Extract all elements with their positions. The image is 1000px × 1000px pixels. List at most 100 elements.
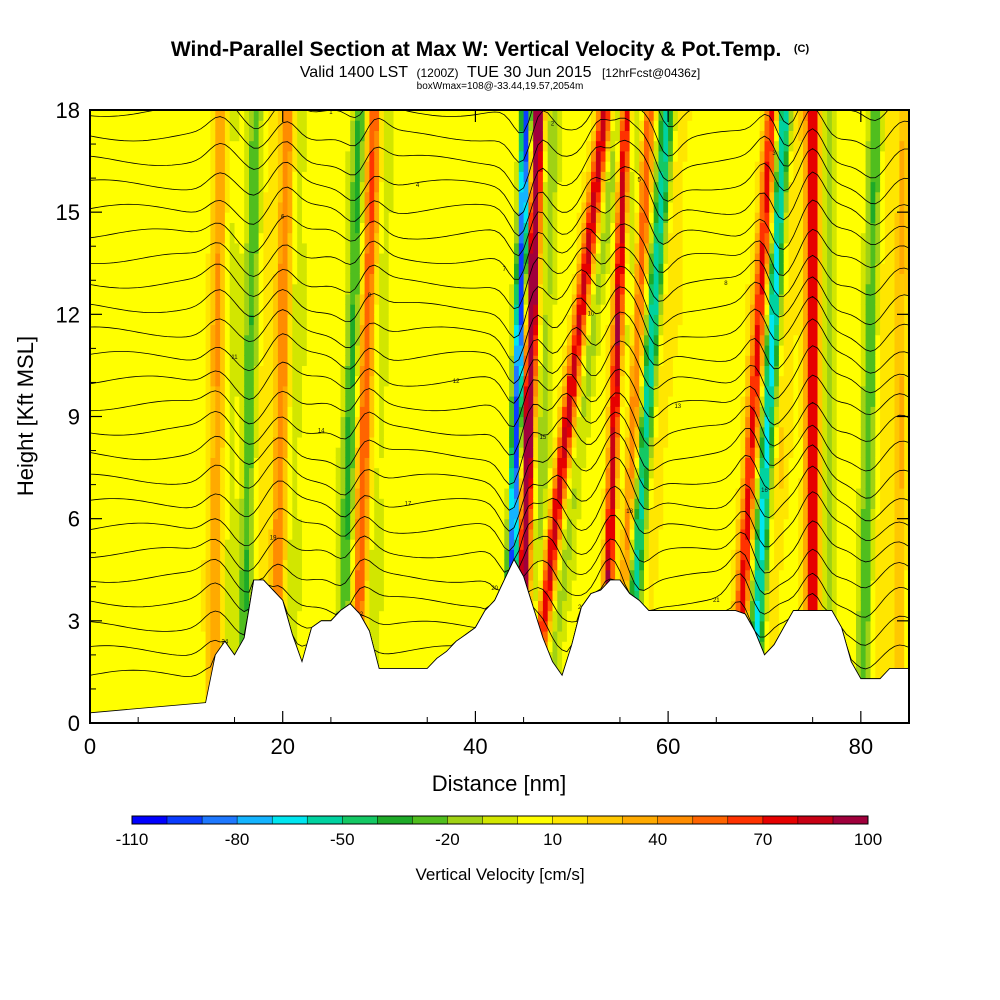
velocity-cell	[143, 273, 149, 285]
velocity-cell	[258, 171, 264, 183]
velocity-cell	[99, 569, 105, 581]
velocity-cell	[359, 212, 366, 223]
velocity-cell	[345, 559, 351, 571]
velocity-cell	[94, 539, 101, 550]
velocity-cell	[321, 559, 327, 571]
velocity-cell	[388, 580, 395, 591]
velocity-cell	[263, 467, 269, 479]
velocity-cell	[330, 273, 337, 285]
velocity-cell	[167, 161, 173, 172]
velocity-cell	[249, 201, 255, 213]
velocity-cell	[167, 130, 173, 142]
velocity-cell	[220, 426, 226, 438]
velocity-cell	[104, 242, 110, 254]
velocity-cell	[388, 477, 395, 489]
velocity-cell	[263, 140, 269, 152]
velocity-cell	[162, 528, 168, 540]
velocity-cell	[422, 631, 428, 642]
velocity-cell	[152, 651, 158, 663]
velocity-cell	[335, 130, 342, 142]
velocity-cell	[215, 518, 221, 530]
velocity-cell	[393, 334, 399, 346]
velocity-cell	[234, 518, 240, 530]
velocity-cell	[152, 161, 158, 172]
velocity-cell	[244, 580, 250, 591]
velocity-cell	[475, 355, 481, 366]
velocity-cell	[364, 436, 370, 448]
velocity-cell	[94, 620, 101, 632]
velocity-cell	[249, 334, 255, 346]
velocity-cell	[104, 110, 110, 121]
velocity-cell	[152, 110, 158, 121]
velocity-cell	[412, 283, 419, 295]
velocity-cell	[432, 610, 438, 622]
velocity-cell	[364, 467, 370, 479]
velocity-cell	[181, 355, 187, 366]
velocity-cell	[470, 355, 476, 366]
velocity-cell	[128, 436, 134, 448]
velocity-cell	[340, 518, 346, 530]
velocity-cell	[302, 436, 308, 448]
velocity-cell	[147, 345, 154, 356]
velocity-cell	[99, 661, 105, 673]
velocity-cell	[196, 477, 202, 489]
velocity-cell	[446, 518, 452, 530]
velocity-cell	[446, 273, 452, 285]
velocity-cell	[123, 569, 130, 581]
velocity-cell	[210, 150, 216, 162]
velocity-cell	[311, 181, 317, 193]
velocity-cell	[470, 263, 476, 274]
velocity-cell	[456, 426, 462, 438]
velocity-cell	[138, 293, 144, 305]
velocity-cell	[234, 304, 240, 315]
velocity-cell	[138, 436, 144, 448]
velocity-cell	[138, 110, 144, 121]
velocity-cell	[345, 467, 351, 479]
velocity-cell	[263, 120, 269, 131]
velocity-cell	[186, 436, 192, 448]
velocity-cell	[427, 334, 433, 346]
velocity-cell	[210, 498, 216, 509]
velocity-cell	[273, 508, 279, 520]
velocity-cell	[215, 181, 221, 193]
velocity-cell	[330, 580, 337, 591]
velocity-cell	[196, 365, 202, 377]
velocity-cell	[374, 283, 380, 295]
velocity-cell	[388, 283, 395, 295]
velocity-cell	[171, 140, 178, 152]
velocity-cell	[374, 375, 380, 387]
velocity-cell	[147, 600, 154, 612]
velocity-cell	[200, 273, 207, 285]
velocity-cell	[171, 590, 178, 601]
velocity-cell	[316, 263, 322, 274]
velocity-cell	[90, 559, 96, 571]
velocity-cell	[292, 110, 298, 121]
velocity-cell	[224, 396, 231, 407]
velocity-cell	[441, 140, 448, 152]
velocity-cell	[350, 518, 356, 530]
velocity-cell	[398, 488, 404, 499]
velocity-cell	[215, 212, 221, 223]
velocity-cell	[441, 488, 448, 499]
velocity-cell	[205, 365, 211, 377]
velocity-cell	[210, 426, 216, 438]
velocity-cell	[350, 191, 356, 203]
velocity-cell	[461, 273, 467, 285]
velocity-cell	[287, 253, 293, 264]
velocity-cell	[446, 498, 452, 509]
velocity-cell	[258, 396, 264, 407]
velocity-cell	[326, 263, 332, 274]
velocity-cell	[355, 120, 361, 131]
velocity-cell	[104, 559, 110, 571]
velocity-cell	[147, 671, 154, 683]
velocity-cell	[196, 345, 202, 356]
velocity-cell	[171, 631, 178, 642]
velocity-cell	[171, 396, 178, 407]
velocity-cell	[249, 253, 255, 264]
velocity-cell	[157, 171, 163, 183]
velocity-cell	[302, 610, 308, 622]
velocity-cell	[292, 467, 298, 479]
velocity-cell	[205, 447, 211, 458]
velocity-cell	[311, 140, 317, 152]
velocity-cell	[220, 120, 226, 131]
